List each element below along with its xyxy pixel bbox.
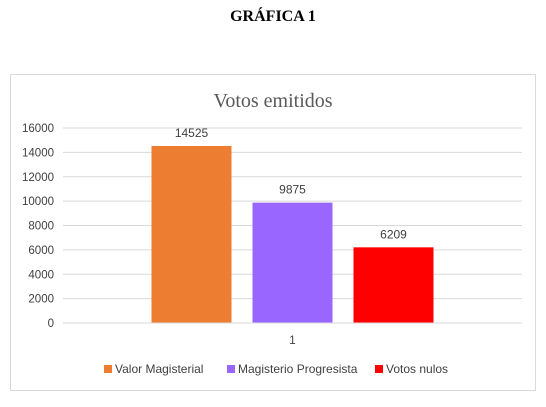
legend-label: Votos nulos xyxy=(386,362,448,376)
legend-label: Magisterio Progresista xyxy=(238,362,358,376)
y-tick-label: 2000 xyxy=(28,294,54,306)
y-axis-ticks: 0 2000 4000 6000 8000 10000 12000 14000 16000 xyxy=(22,123,54,330)
bar-valor-magisterial xyxy=(151,145,232,323)
bar-votos-nulos xyxy=(353,247,434,323)
data-labels: 14525 9875 6209 xyxy=(175,126,407,241)
y-tick-label: 14000 xyxy=(22,147,54,159)
legend-label: Valor Magisterial xyxy=(115,362,203,376)
data-label: 9875 xyxy=(279,183,306,197)
y-tick-label: 10000 xyxy=(22,196,54,208)
y-tick-label: 16000 xyxy=(22,123,54,135)
y-tick-label: 12000 xyxy=(22,172,54,184)
legend-swatch xyxy=(227,365,235,373)
chart-title: Votos emitidos xyxy=(213,90,332,112)
y-tick-label: 6000 xyxy=(28,245,54,257)
y-tick-label: 8000 xyxy=(28,221,54,233)
data-label: 6209 xyxy=(380,227,407,241)
bars xyxy=(151,145,434,323)
data-label: 14525 xyxy=(175,126,209,140)
x-axis-ticks: 1 xyxy=(289,335,295,347)
bar-magisterio-progresista xyxy=(252,202,333,323)
document-heading: GRÁFICA 1 xyxy=(230,8,316,25)
y-tick-label: 4000 xyxy=(28,269,54,281)
legend: Valor Magisterial Magisterio Progresista V… xyxy=(104,362,448,376)
y-tick-label: 0 xyxy=(48,318,54,330)
x-tick-label: 1 xyxy=(289,335,295,347)
legend-swatch xyxy=(104,365,112,373)
legend-swatch xyxy=(375,365,383,373)
